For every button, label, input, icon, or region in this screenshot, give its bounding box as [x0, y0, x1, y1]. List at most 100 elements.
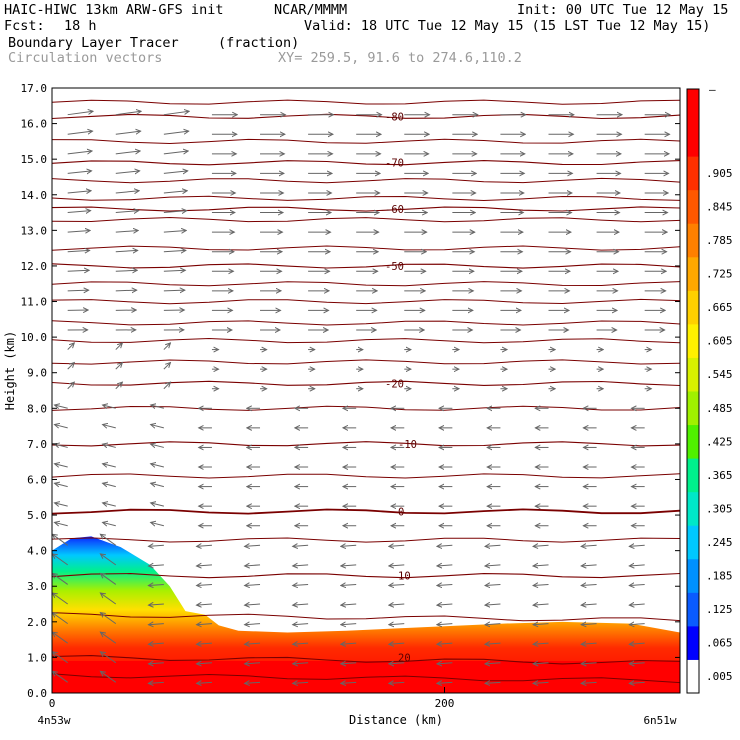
circulation-vector [533, 604, 549, 605]
circulation-vector [55, 522, 68, 525]
circulation-vector [341, 584, 357, 585]
circulation-vector [100, 632, 117, 644]
circulation-vector [115, 131, 141, 135]
circulation-vector [67, 270, 89, 271]
colorbar-label: .125 [706, 603, 733, 616]
circulation-vector [67, 363, 75, 370]
circulation-vector [485, 663, 501, 664]
colorbar-swatch [687, 256, 699, 291]
circulation-vector [52, 632, 68, 644]
circulation-vector [341, 604, 357, 605]
circulation-vector [163, 211, 187, 213]
circulation-vector [115, 250, 138, 251]
circulation-vector [341, 565, 357, 566]
circulation-vector [629, 663, 645, 664]
isotherm-line [51, 263, 681, 269]
circulation-vector [103, 444, 116, 447]
circulation-vector [55, 444, 68, 447]
circulation-vector [197, 584, 212, 585]
isotherm-line [51, 441, 681, 447]
circulation-vector [293, 682, 309, 683]
isotherm-line [51, 673, 681, 684]
y-tick-label: 0.0 [27, 687, 47, 700]
colorbar-swatch [687, 290, 699, 325]
circulation-vector [197, 682, 212, 683]
circulation-vector [115, 343, 123, 350]
circulation-vector [163, 151, 188, 154]
colorbar-swatch [687, 558, 699, 593]
isotherm-line [51, 281, 681, 287]
circulation-vector [151, 405, 164, 408]
circulation-vector [103, 464, 116, 467]
circulation-vector [100, 554, 117, 566]
y-axis-title: Height (km) [3, 331, 17, 410]
circulation-vector [581, 682, 597, 683]
isotherm-line [51, 537, 681, 543]
y-tick-label: 9.0 [27, 367, 47, 380]
circulation-vector [115, 111, 141, 116]
circulation-vector [115, 382, 123, 390]
circulation-vector [341, 682, 357, 683]
isotherm-label: -80 [385, 111, 404, 123]
isotherm-line [51, 177, 681, 184]
circulation-vector [163, 131, 189, 135]
circulation-vector [293, 584, 309, 585]
circulation-vector [293, 643, 309, 644]
circulation-vector [533, 663, 549, 664]
circulation-vector [148, 663, 164, 664]
circulation-vector [437, 584, 453, 585]
isotherm-line [51, 473, 681, 479]
circulation-vector [55, 483, 68, 486]
circulation-vector [67, 382, 75, 390]
circulation-vector [163, 363, 171, 370]
isotherm-line [51, 655, 681, 665]
colorbar-frame [686, 88, 700, 694]
circulation-vector [341, 643, 357, 644]
circulation-vector [67, 250, 90, 251]
init-time: Init: 00 UTC Tue 12 May 15 [517, 2, 729, 18]
colorbar-swatch [687, 89, 699, 124]
isotherm-line [51, 216, 681, 223]
isotherm-line [51, 320, 681, 326]
circulation-vector [437, 663, 453, 664]
colorbar-label: .785 [706, 234, 733, 247]
circulation-vector [115, 290, 137, 291]
colorbar-label: .185 [706, 570, 733, 583]
circulation-vector [67, 343, 75, 350]
isotherm-line [51, 99, 681, 105]
circulation-vector [67, 111, 93, 116]
colorbar-swatch [687, 458, 699, 493]
colorbar-swatch [687, 424, 699, 459]
circulation-vector [581, 624, 597, 625]
circulation-vector [245, 682, 261, 683]
isotherm-label: -10 [398, 439, 417, 451]
isotherm-line [51, 337, 681, 344]
y-tick-label: 5.0 [27, 509, 47, 522]
colorbar-label: .845 [706, 200, 733, 213]
circulation-vector [533, 624, 549, 625]
circulation-vector [67, 191, 91, 193]
valid-time: Valid: 18 UTC Tue 12 May 15 (15 LST Tue … [304, 18, 711, 34]
circulation-vector [581, 584, 597, 585]
circulation-vector [485, 565, 501, 566]
circulation-vector [52, 652, 68, 664]
circulation-vector [389, 663, 405, 664]
colorbar-swatch [687, 223, 699, 258]
y-tick-label: 16.0 [21, 118, 48, 131]
circulation-vector [163, 343, 171, 350]
circulation-vector [163, 191, 187, 193]
isotherm-label: 20 [398, 652, 411, 664]
y-tick-label: 15.0 [21, 153, 48, 166]
circulation-vector [629, 565, 645, 566]
x-right-endpoint: 6n51w [643, 714, 676, 727]
circulation-vector [197, 643, 212, 644]
circulation-vector [148, 624, 164, 625]
isotherm-line [51, 612, 681, 622]
circulation-vector [389, 604, 405, 605]
circulation-vector [148, 643, 164, 644]
colorbar-label: .065 [706, 637, 733, 650]
colorbar-label: .245 [706, 536, 733, 549]
y-tick-label: 14.0 [21, 189, 48, 202]
colorbar-label: .485 [706, 402, 733, 415]
